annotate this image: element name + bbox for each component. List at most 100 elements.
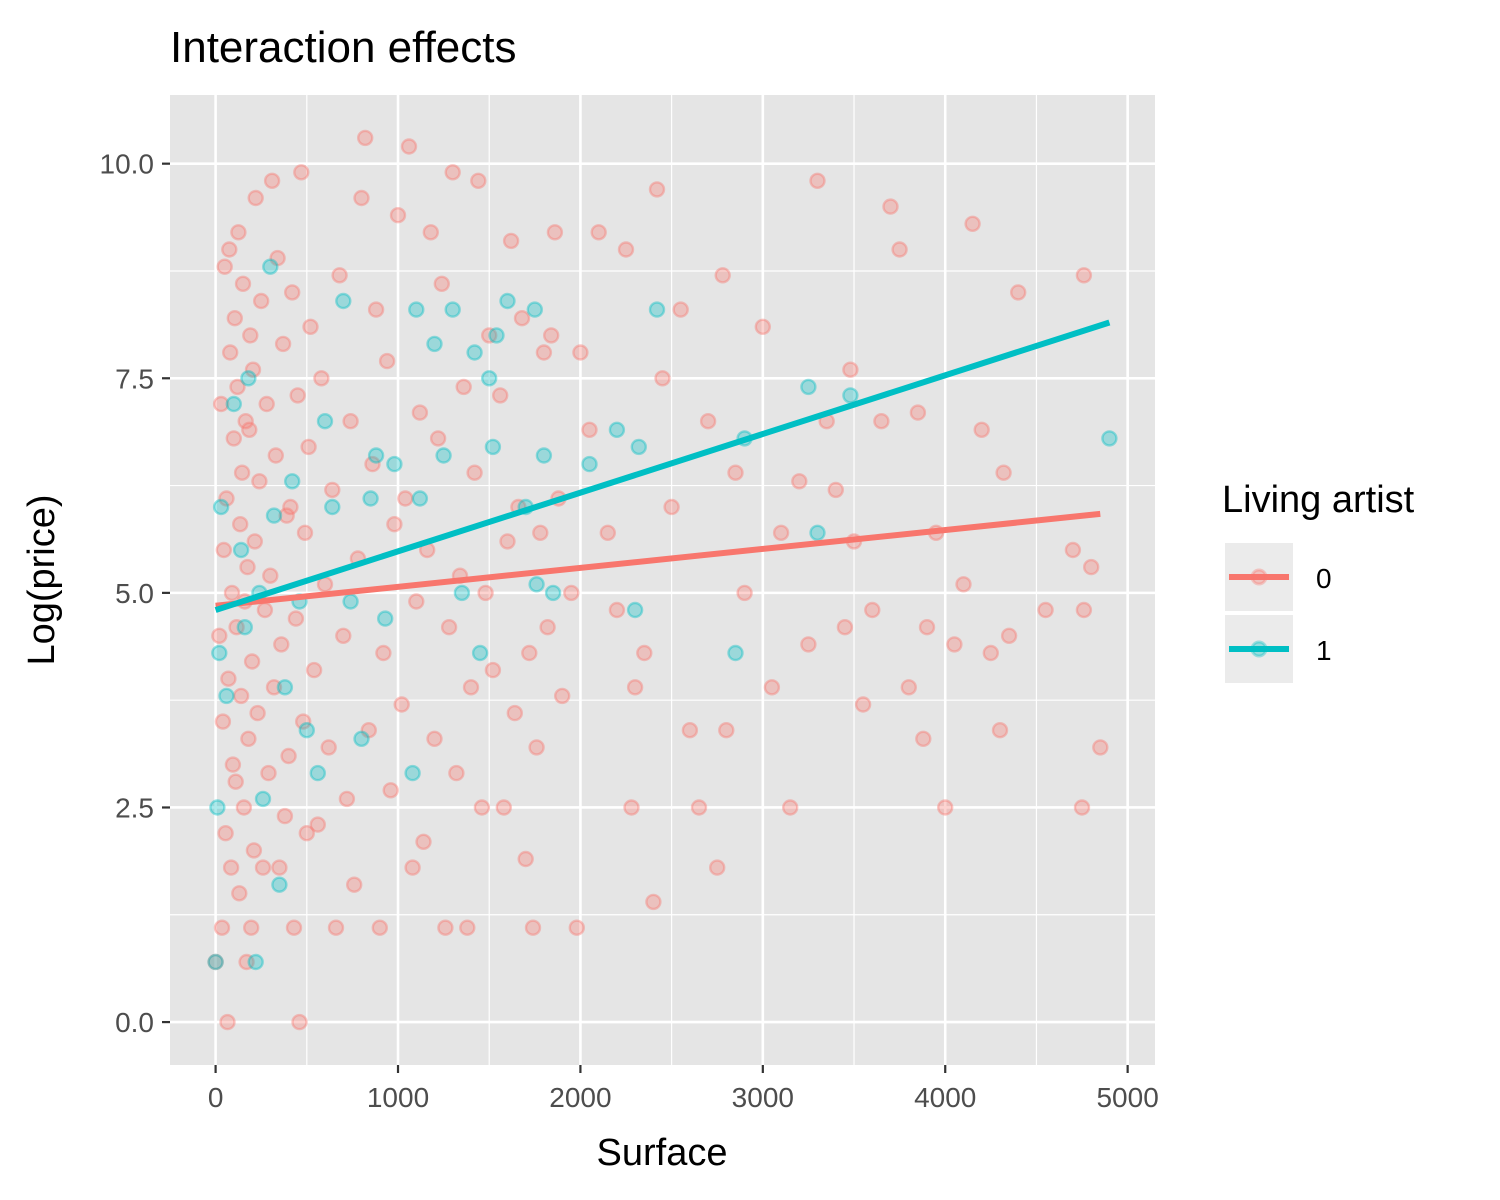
- data-point-series-0: [663, 498, 680, 516]
- data-point-series-1: [271, 876, 288, 893]
- data-point-series-0: [335, 627, 352, 644]
- data-point-series-0: [608, 601, 626, 619]
- data-point-series-0: [240, 730, 257, 747]
- data-point-series-0: [973, 421, 990, 438]
- data-point-series-1: [526, 301, 543, 318]
- data-point-series-1: [471, 644, 489, 662]
- legend-label-1: 1: [1316, 635, 1332, 666]
- data-point-series-1: [232, 541, 250, 559]
- y-tick-label: 10.0: [100, 149, 155, 180]
- data-point-series-0: [408, 593, 425, 610]
- data-point-series-0: [444, 164, 461, 181]
- data-point-series-0: [258, 395, 275, 413]
- data-point-series-1: [535, 447, 553, 464]
- data-point-series-0: [590, 224, 607, 241]
- axes: 0 1000 2000 3000 4000 5000 0.0 2.5 5.0 7.5 10.0: [100, 149, 1159, 1113]
- data-point-series-0: [293, 164, 310, 181]
- data-point-series-0: [229, 378, 246, 396]
- data-point-series-0: [484, 661, 502, 679]
- data-point-series-0: [212, 395, 230, 413]
- x-axis-title: Surface: [597, 1132, 728, 1174]
- data-point-series-0: [535, 344, 553, 361]
- data-point-series-0: [492, 387, 509, 404]
- data-point-series-0: [714, 267, 731, 284]
- data-point-series-0: [260, 764, 277, 782]
- data-point-series-1: [316, 413, 334, 430]
- data-point-series-0: [513, 310, 531, 327]
- plot-panel: [170, 95, 1155, 1065]
- data-point-series-0: [233, 464, 251, 481]
- data-point-series-0: [477, 584, 494, 602]
- data-point-series-0: [231, 885, 248, 902]
- data-point-series-0: [827, 481, 844, 499]
- data-point-series-0: [271, 859, 288, 876]
- data-point-series-1: [466, 344, 483, 361]
- data-point-series-0: [226, 310, 244, 327]
- data-point-series-0: [218, 490, 235, 507]
- data-point-series-1: [247, 953, 264, 971]
- data-point-series-0: [462, 679, 480, 696]
- data-point-series-0: [265, 679, 283, 696]
- data-point-series-0: [357, 129, 374, 147]
- data-point-series-0: [964, 215, 981, 233]
- data-point-series-0: [422, 224, 439, 241]
- data-point-series-1: [218, 687, 235, 705]
- data-point-series-0: [1073, 799, 1091, 816]
- legend-label-0: 0: [1316, 563, 1332, 594]
- data-point-series-1: [386, 455, 403, 473]
- data-point-series-0: [243, 653, 261, 670]
- data-point-series-0: [221, 344, 239, 361]
- data-point-series-0: [274, 335, 292, 353]
- data-point-series-0: [231, 516, 249, 533]
- data-point-series-1: [630, 438, 647, 456]
- data-point-series-0: [433, 275, 450, 292]
- data-point-series-0: [448, 764, 465, 782]
- data-point-series-0: [581, 421, 598, 438]
- data-point-series-0: [690, 799, 708, 816]
- x-tick-label: 4000: [914, 1082, 976, 1113]
- data-point-series-0: [1037, 601, 1054, 619]
- data-point-series-1: [488, 327, 505, 344]
- data-point-series-0: [230, 224, 247, 241]
- data-point-series-0: [324, 481, 341, 499]
- data-point-series-0: [276, 807, 294, 825]
- data-point-series-0: [386, 516, 403, 533]
- data-point-series-1: [408, 301, 425, 318]
- data-point-series-0: [411, 404, 429, 421]
- data-point-series-0: [291, 1013, 308, 1031]
- data-point-series-1: [499, 292, 516, 310]
- data-point-series-0: [854, 696, 872, 713]
- data-point-series-1: [648, 301, 666, 318]
- data-point-series-0: [415, 833, 432, 850]
- data-point-series-0: [241, 421, 258, 438]
- data-point-series-0: [918, 619, 936, 636]
- data-point-series-0: [455, 378, 472, 396]
- data-point-series-1: [240, 370, 257, 387]
- data-point-series-0: [219, 1013, 236, 1031]
- data-point-series-0: [217, 825, 234, 842]
- data-point-series-0: [305, 661, 323, 679]
- data-point-series-0: [623, 799, 640, 816]
- data-point-series-0: [459, 919, 476, 936]
- data-point-series-0: [842, 361, 859, 378]
- data-point-series-1: [426, 335, 443, 353]
- y-tick-label: 2.5: [115, 792, 154, 823]
- data-point-series-0: [313, 370, 330, 387]
- data-point-series-0: [800, 636, 817, 653]
- data-point-series-0: [809, 172, 826, 190]
- data-point-series-1: [581, 455, 598, 473]
- data-point-series-1: [435, 447, 452, 464]
- data-point-series-0: [539, 619, 556, 636]
- data-point-series-0: [256, 601, 274, 619]
- data-point-series-0: [242, 327, 259, 344]
- data-point-series-1: [404, 764, 421, 782]
- legend-title: Living artist: [1222, 479, 1415, 521]
- data-point-series-1: [276, 679, 294, 696]
- data-point-series-0: [211, 627, 228, 644]
- data-point-series-0: [466, 464, 483, 481]
- gridlines: [170, 95, 1155, 1065]
- data-point-series-0: [249, 704, 266, 722]
- data-point-series-0: [238, 953, 255, 971]
- data-point-series-0: [473, 799, 491, 816]
